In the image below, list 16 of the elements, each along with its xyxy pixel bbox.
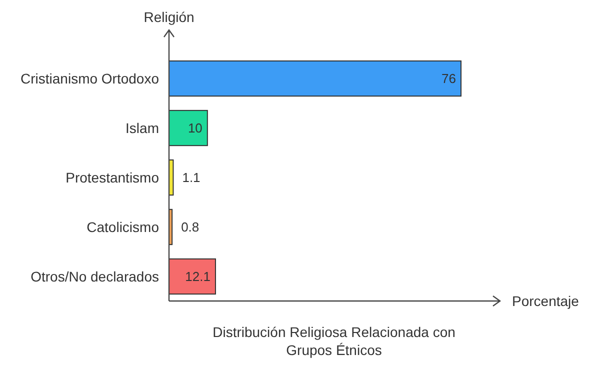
y-tick-label: Cristianismo Ortodoxo (20, 70, 160, 86)
data-label: 0.8 (181, 220, 200, 235)
bar (168, 258, 216, 295)
bar (168, 110, 208, 146)
y-tick-label: Protestantismo (66, 169, 160, 186)
bar (168, 60, 462, 97)
data-label: 10 (188, 120, 202, 136)
text: Distribución Religiosa Relacionada con Grupos Étnicos (212, 324, 456, 358)
x-axis-title: Porcentaje (512, 292, 580, 309)
y-tick-label: Islam (126, 120, 159, 136)
y-tick-label: Catolicismo (86, 218, 160, 235)
y-tick-label: Otros/No declarados (30, 268, 159, 284)
data-label: 12.1 (185, 269, 210, 284)
data-label: 76 (442, 71, 456, 86)
y-axis-title: Religión (144, 9, 194, 25)
data-label: 1.1 (182, 170, 200, 186)
